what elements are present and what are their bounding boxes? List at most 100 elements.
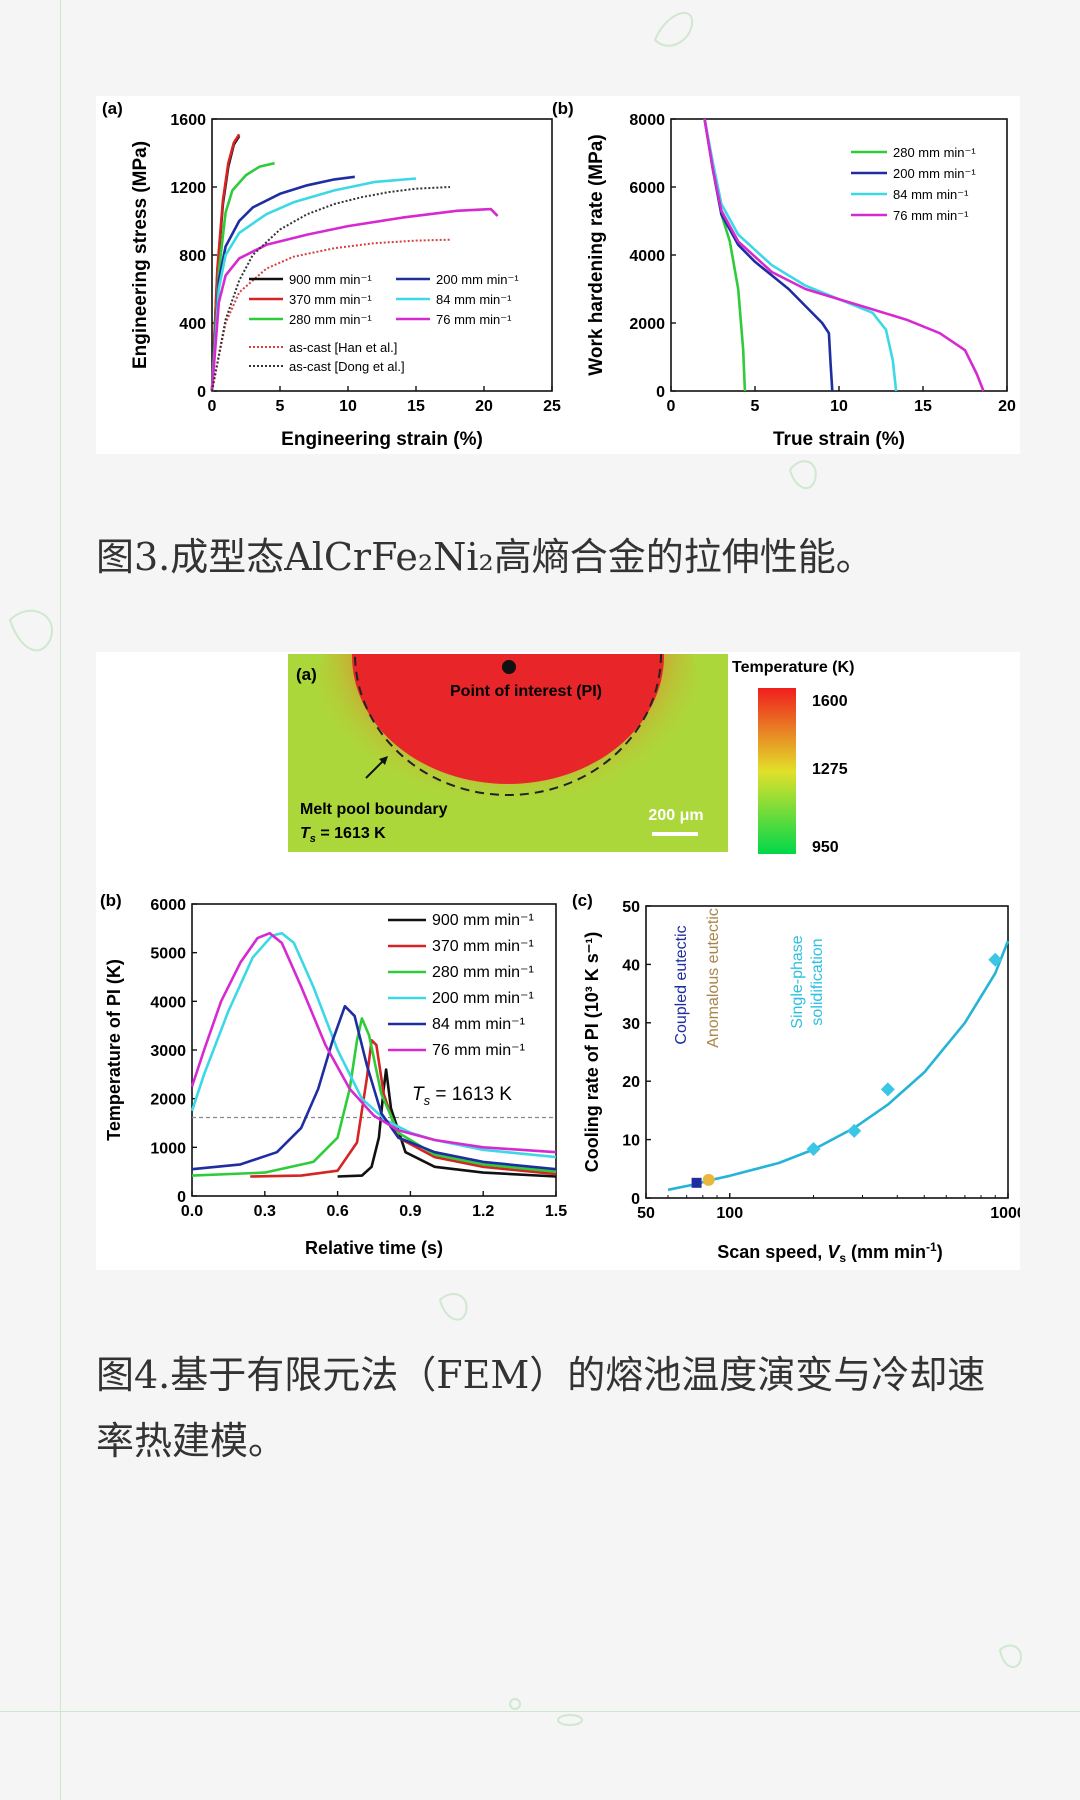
legend-label: 200 mm min⁻¹	[436, 272, 519, 287]
caption-line: 率热建模。	[96, 1419, 287, 1463]
tick-label: 0.9	[399, 1203, 421, 1220]
tick-label: 1000	[150, 1140, 186, 1157]
scale-bar	[652, 832, 698, 836]
poi-label: Point of interest (PI)	[450, 683, 602, 700]
panel-label: (b)	[100, 891, 122, 910]
tick-label: 2000	[629, 316, 665, 333]
page-guide-horizontal	[0, 1711, 1080, 1712]
tick-label: 0.0	[181, 1203, 203, 1220]
work-hardening-curve	[703, 118, 985, 392]
stress-strain-curve	[211, 238, 451, 392]
tick-label: 5	[276, 398, 285, 415]
tick-label: 0.3	[254, 1203, 276, 1220]
x-axis-label: Engineering strain (%)	[281, 429, 483, 450]
tick-label: 1000	[990, 1205, 1020, 1222]
tick-label: 15	[914, 398, 932, 415]
tick-label: 5000	[150, 946, 186, 963]
tick-label: 5	[751, 398, 760, 415]
tick-label: 0	[631, 1191, 640, 1208]
ts-line-label: Ts = 1613 K	[412, 1084, 512, 1108]
tick-label: 25	[543, 398, 561, 415]
panel-label: (b)	[552, 99, 574, 118]
legend-label: 200 mm min⁻¹	[893, 166, 976, 181]
figure-4-caption: 图4.基于有限元法（FEM）的熔池温度演变与冷却速 率热建模。	[96, 1342, 1026, 1474]
tick-label: 0	[177, 1189, 186, 1206]
tick-label: 0	[667, 398, 676, 415]
colorbar	[758, 688, 796, 854]
colorbar-tick: 1275	[812, 761, 848, 778]
legend-label: 280 mm min⁻¹	[432, 964, 534, 981]
work-hardening-curve	[703, 118, 834, 392]
stress-strain-curve	[210, 133, 241, 392]
data-point	[806, 1141, 821, 1156]
figure-3-caption: 图3.成型态AlCrFe₂Ni₂高熵合金的拉伸性能。	[96, 535, 874, 579]
work-hardening-curve	[703, 118, 898, 392]
tick-label: 400	[179, 316, 206, 333]
data-point	[847, 1123, 862, 1138]
melt-pool-boundary	[354, 654, 662, 796]
legend-label: 76 mm min⁻¹	[432, 1042, 525, 1059]
caption-line: 图4.基于有限元法（FEM）的熔池温度演变与冷却速	[96, 1353, 986, 1397]
temperature-curve	[191, 1004, 557, 1171]
tick-label: 10	[830, 398, 848, 415]
legend-label: 84 mm min⁻¹	[893, 187, 969, 202]
tick-label: 10	[622, 1133, 640, 1150]
legend-label: 76 mm min⁻¹	[893, 208, 969, 223]
tick-label: 4000	[150, 994, 186, 1011]
legend-label: 370 mm min⁻¹	[289, 292, 372, 307]
point-of-interest-marker	[502, 660, 516, 674]
region-label-anomalous: Anomalous eutectic	[705, 908, 722, 1048]
tick-label: 1600	[170, 112, 206, 129]
tick-label: 10	[339, 398, 357, 415]
tick-label: 20	[998, 398, 1016, 415]
colorbar-tick: 1600	[812, 693, 848, 710]
y-axis-label: Work hardening rate (MPa)	[586, 134, 607, 375]
legend-label: 900 mm min⁻¹	[432, 912, 534, 929]
legend-label: as-cast [Dong et al.]	[289, 359, 405, 374]
tick-label: 0.6	[326, 1203, 348, 1220]
x-axis-label: True strain (%)	[773, 429, 905, 450]
stress-strain-curve	[210, 175, 355, 392]
region-label-single-phase: Single-phase	[789, 935, 806, 1029]
figure-3: (a) 0 5 10 15 20 25 0 400 800 1200 1600 900 mm min…	[96, 96, 1020, 454]
stress-strain-curve	[210, 161, 275, 392]
x-axis-label: Relative time (s)	[305, 1238, 443, 1258]
ts-label: Ts = 1613 K	[300, 825, 386, 845]
temperature-curve	[337, 1068, 557, 1178]
temperature-curve	[250, 1038, 557, 1178]
tick-label: 2000	[150, 1092, 186, 1109]
y-axis-label: Cooling rate of PI (10³ K s⁻¹)	[582, 932, 602, 1173]
tick-label: 4000	[629, 248, 665, 265]
tick-label: 1.5	[545, 1203, 567, 1220]
figure-4: (a) Point of interest (PI) Melt pool bou…	[96, 652, 1026, 1270]
plot-frame	[645, 905, 1009, 1199]
page-guide-vertical	[60, 0, 61, 1800]
tick-label: 1.2	[472, 1203, 494, 1220]
legend-label: 84 mm min⁻¹	[432, 1016, 525, 1033]
region-label-single-phase: solidification	[809, 938, 826, 1025]
tick-label: 8000	[629, 112, 665, 129]
tick-label: 20	[622, 1074, 640, 1091]
data-point	[691, 1177, 702, 1188]
tick-label: 30	[622, 1016, 640, 1033]
legend-label: 76 mm min⁻¹	[436, 312, 512, 327]
tick-label: 0	[656, 384, 665, 401]
tick-label: 50	[637, 1205, 655, 1222]
region-label-coupled: Coupled eutectic	[673, 925, 690, 1044]
stress-strain-curve	[210, 207, 499, 392]
colorbar-tick: 950	[812, 839, 839, 856]
scale-bar-label: 200 μm	[648, 807, 703, 824]
tick-label: 40	[622, 957, 640, 974]
data-point	[702, 1173, 715, 1186]
temperature-curve	[190, 931, 557, 1154]
stress-strain-curve	[211, 186, 451, 392]
legend-label: 280 mm min⁻¹	[893, 145, 976, 160]
legend-label: 84 mm min⁻¹	[436, 292, 512, 307]
figure-4-svg: (a) Point of interest (PI) Melt pool bou…	[100, 654, 1026, 1265]
tick-label: 0	[208, 398, 217, 415]
legend-label: as-cast [Han et al.]	[289, 340, 397, 355]
temperature-map	[288, 654, 728, 852]
tick-label: 1200	[170, 180, 206, 197]
melt-pool-label: Melt pool boundary	[300, 801, 448, 818]
tick-label: 15	[407, 398, 425, 415]
